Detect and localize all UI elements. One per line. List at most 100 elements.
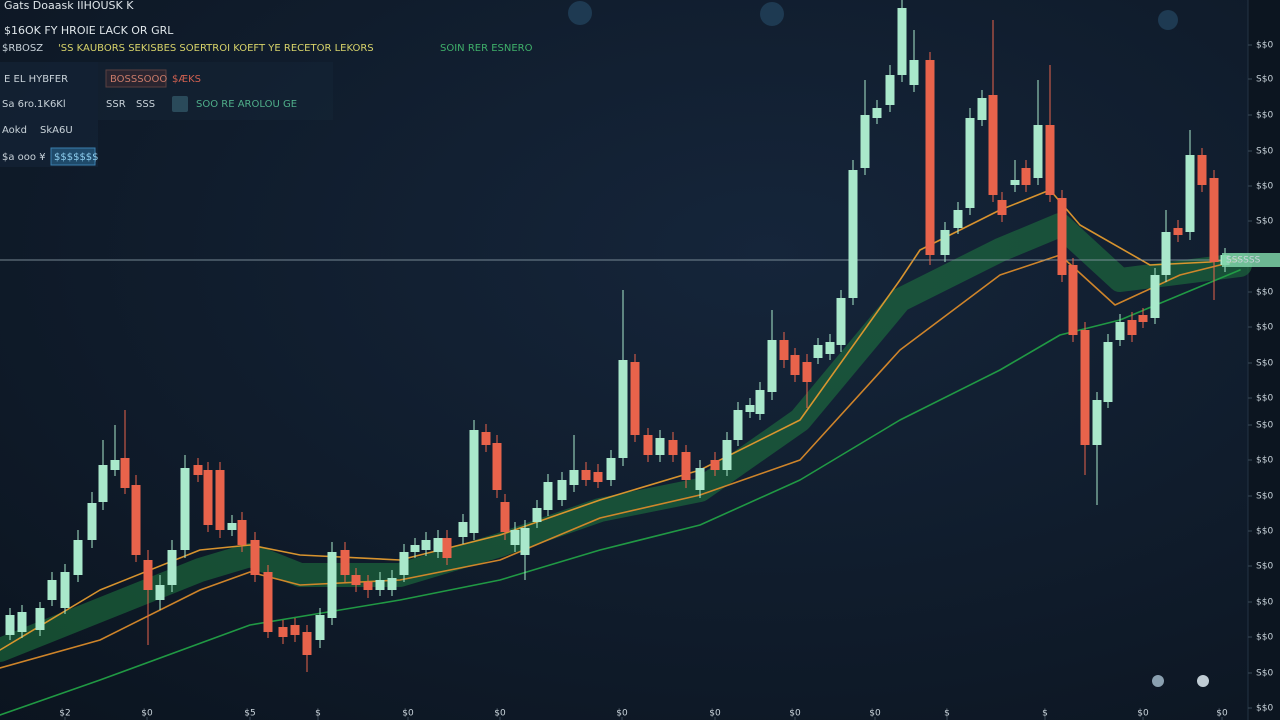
y-tick-label: S$0 — [1256, 421, 1273, 431]
candle-body — [17, 612, 27, 632]
x-tick-label: $0 — [616, 709, 628, 719]
candle-body — [340, 550, 350, 575]
candle-body — [47, 580, 57, 600]
x-tick-label: $0 — [1216, 709, 1228, 719]
candle-body — [375, 580, 385, 590]
icon[interactable] — [172, 96, 188, 112]
x-tick-label: $0 — [1137, 709, 1149, 719]
candle-body — [1197, 155, 1207, 185]
candle-body — [421, 540, 431, 550]
ma-band — [0, 213, 1252, 662]
annotation: SSS — [136, 99, 155, 110]
x-tick-label: $2 — [59, 709, 70, 719]
candle-body — [510, 530, 520, 545]
icon[interactable] — [1152, 675, 1164, 687]
candle-body — [315, 615, 325, 640]
icon[interactable] — [1158, 10, 1178, 30]
y-tick-label: S$0 — [1256, 669, 1273, 679]
y-tick-label: $$0 — [1256, 704, 1273, 714]
candle-body — [203, 470, 213, 525]
y-tick-label: S$0 — [1256, 359, 1273, 369]
candle-body — [997, 200, 1007, 215]
candle-body — [481, 432, 491, 445]
candle-body — [790, 355, 800, 375]
candle-body — [155, 585, 165, 600]
annotation: SSR — [106, 99, 126, 110]
candle-body — [131, 485, 141, 555]
annotation: Aokd — [2, 125, 27, 136]
price-tag — [1222, 253, 1280, 267]
candle-body — [710, 460, 720, 470]
candle-body — [802, 362, 812, 382]
y-tick-label: S$0 — [1256, 75, 1273, 85]
candle-body — [215, 470, 225, 530]
y-tick-label: $$0 — [1256, 111, 1273, 121]
icon[interactable] — [760, 2, 784, 26]
candle-body — [977, 98, 987, 120]
x-tick-label: $0 — [494, 709, 506, 719]
candle-body — [885, 75, 895, 105]
candle-body — [940, 230, 950, 255]
candle-body — [387, 578, 397, 590]
candle-body — [779, 340, 789, 360]
candle-body — [1150, 275, 1160, 318]
y-tick-label: $$0 — [1256, 182, 1273, 192]
icon[interactable] — [568, 1, 592, 25]
candle-body — [618, 360, 628, 458]
y-tick-label: $$0 — [1256, 527, 1273, 537]
chart-title: Gats Doaask IIHOUSK K — [4, 0, 134, 12]
candle-body — [733, 410, 743, 440]
candle-body — [925, 60, 935, 255]
annotation: $a ooo ¥ — [2, 152, 46, 163]
annotation: SOO RE AROLOU GE — [196, 99, 297, 110]
candle-body — [872, 108, 882, 118]
candle-body — [965, 118, 975, 208]
y-tick-label: S$0 — [1256, 562, 1273, 572]
candle-body — [363, 582, 373, 590]
candle-body — [327, 552, 337, 618]
candle-body — [825, 342, 835, 354]
annotation: SkA6U — [40, 125, 73, 136]
candle-body — [668, 440, 678, 455]
candle-body — [1045, 125, 1055, 195]
candle-body — [227, 523, 237, 530]
candle-body — [351, 575, 361, 585]
candle-body — [290, 625, 300, 635]
chart-subtitle: $16OK FY HROIE ĽACK OR GRL — [4, 24, 174, 37]
candle-body — [237, 520, 247, 545]
candle-body — [593, 472, 603, 482]
candle-body — [813, 345, 823, 358]
candle-body — [302, 632, 312, 655]
x-tick-label: $5 — [244, 709, 255, 719]
candle-body — [98, 465, 108, 502]
annotation: $ÆKS — [172, 74, 201, 85]
y-tick-label: $$0 — [1256, 633, 1273, 643]
candle-body — [557, 480, 567, 500]
candle-body — [543, 482, 553, 510]
candle-body — [860, 115, 870, 168]
candle-body — [755, 390, 765, 414]
x-tick-label: $0 — [141, 709, 153, 719]
candle-body — [143, 560, 153, 590]
icon[interactable] — [1197, 675, 1209, 687]
candle-body — [520, 528, 530, 555]
candle-body — [410, 545, 420, 552]
y-tick-label: $$0 — [1256, 41, 1273, 51]
candle-body — [569, 470, 579, 485]
candle-body — [897, 8, 907, 75]
candle-body — [250, 540, 260, 575]
candle-body — [953, 210, 963, 228]
y-tick-label: $$0 — [1256, 288, 1273, 298]
annotation: 'SS KAUBORS SEKISBES SOERTROI KOEFT YE R… — [58, 43, 374, 54]
candle-body — [988, 95, 998, 195]
candle-body — [848, 170, 858, 298]
annotation: BOSSSOOO — [110, 74, 167, 85]
x-tick-label: $ — [1042, 709, 1048, 719]
candle-body — [643, 435, 653, 455]
candle-body — [767, 340, 777, 392]
candle-body — [433, 538, 443, 552]
candle-body — [1127, 320, 1137, 335]
x-tick-label: $0 — [402, 709, 414, 719]
candle-body — [500, 502, 510, 532]
